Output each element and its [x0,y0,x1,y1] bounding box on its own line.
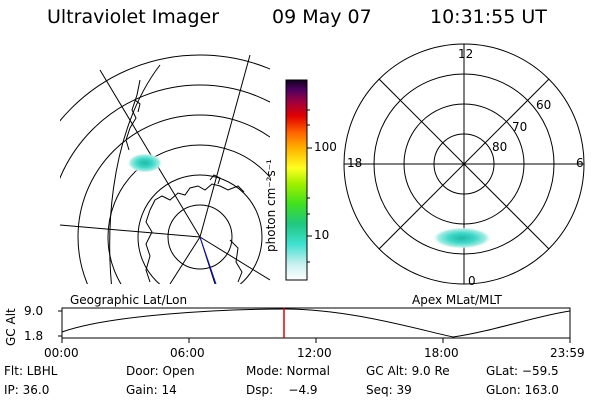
altitude-ylabel: GC Alt [4,308,18,346]
time-label: 10:31:55 UT [430,6,547,28]
meridian [60,224,201,238]
lat-circle [60,84,270,180]
colorbar [285,79,308,281]
horizon-arc [109,64,161,284]
glon-info: GLon: 163.0 [486,383,559,397]
glat-info: GLat: −59.5 [486,364,559,378]
mode-info: Mode: Normal [246,364,330,378]
altitude-ytick-bottom: 1.8 [24,329,44,343]
mlat-label-70: 70 [512,120,528,134]
mlat-label-60: 60 [536,98,552,112]
lat-circle [107,144,270,284]
aurora-spot-polar [432,227,492,249]
altitude-curve [61,308,571,338]
coastline [229,239,243,283]
door-info: Door: Open [126,364,195,378]
time-tick-label: 06:00 [170,346,205,360]
geographic-panel-label: Geographic Lat/Lon [70,293,188,307]
meridian [199,54,251,238]
aurora-spot-geo [127,153,163,173]
sightline [199,236,217,285]
time-tick-label: 23:59 [550,346,585,360]
coastline [209,174,221,185]
coastline [145,209,153,283]
mlt-label-midnight: 0 [468,274,476,288]
coastline [149,183,245,211]
seq-info: Seq: 39 [366,383,412,397]
apex-panel-label: Apex MLat/MLT [412,293,502,307]
mlat-label-80: 80 [492,140,508,154]
colorbar-tick-label: 100 [314,140,337,154]
polar-plot [343,43,585,285]
colorbar-unit-label: photon cm⁻²s⁻¹ [264,159,278,252]
coastline [125,79,141,151]
polar-diagonal [378,78,550,250]
lat-circle [60,54,270,122]
time-tick-label: 18:00 [424,346,459,360]
time-tick-label: 00:00 [44,346,79,360]
altitude-ytick-top: 9.0 [24,304,44,318]
date-label: 09 May 07 [272,6,372,28]
colorbar-tick-label: 10 [314,228,330,242]
lat-circle [137,174,263,284]
altitude-strip-frame [61,307,571,339]
gain-info: Gain: 14 [126,383,177,397]
lat-circle [167,204,233,270]
mlt-label-dawn: 6 [576,156,584,170]
filter-info: Flt: LBHL [4,364,58,378]
dsp-info: Dsp: −4.9 [246,383,318,397]
lat-circle [77,114,270,284]
mlt-label-noon: 12 [458,47,474,61]
time-tick-label: 12:00 [297,346,332,360]
ip-info: IP: 36.0 [4,383,50,397]
meridian [199,236,270,281]
mlt-label-dusk: 18 [347,156,363,170]
instrument-title: Ultraviolet Imager [47,6,220,28]
meridian [169,236,201,284]
coastline [134,99,141,113]
gc-alt-info: GC Alt: 9.0 Re [366,364,450,378]
